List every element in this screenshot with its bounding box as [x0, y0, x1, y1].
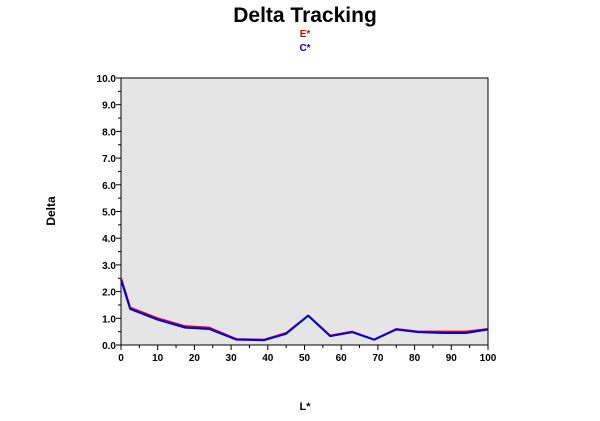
legend-entry-e: E* [300, 29, 311, 40]
x-tick-label: 80 [409, 353, 421, 364]
y-tick-label: 6.0 [102, 181, 116, 192]
y-tick-label: 4.0 [102, 234, 116, 245]
y-tick-label: 8.0 [102, 127, 116, 138]
y-tick-label: 1.0 [102, 314, 116, 325]
legend-entry-c: C* [299, 43, 310, 54]
y-axis-label: Delta [44, 196, 58, 226]
y-tick-label: 10.0 [97, 74, 117, 85]
y-tick-label: 2.0 [102, 288, 116, 299]
y-tick-label: 9.0 [102, 101, 116, 112]
x-axis-ticks: 0 10 20 30 40 50 60 70 80 90 100 [118, 345, 497, 364]
y-tick-label: 7.0 [102, 154, 116, 165]
series-lines [120, 277, 489, 342]
series-line-c [120, 279, 489, 342]
x-tick-label: 70 [372, 353, 384, 364]
y-axis-ticks: 0.0 1.0 2.0 3.0 4.0 5.0 6.0 7.0 8.0 9.0 10.0 [97, 74, 121, 352]
x-tick-label: 90 [446, 353, 458, 364]
x-tick-label: 0 [118, 353, 124, 364]
x-tick-label: 10 [152, 353, 164, 364]
x-axis-label: L* [300, 401, 312, 413]
y-tick-label: 5.0 [102, 208, 116, 219]
x-tick-label: 100 [480, 353, 497, 364]
x-tick-label: 60 [336, 353, 348, 364]
chart-title: Delta Tracking [233, 4, 377, 27]
y-tick-label: 3.0 [102, 261, 116, 272]
x-tick-label: 30 [226, 353, 238, 364]
y-tick-label: 0.0 [102, 341, 116, 352]
plot-area [120, 77, 489, 346]
x-tick-label: 20 [189, 353, 201, 364]
x-tick-label: 50 [299, 353, 311, 364]
x-tick-label: 40 [262, 353, 274, 364]
